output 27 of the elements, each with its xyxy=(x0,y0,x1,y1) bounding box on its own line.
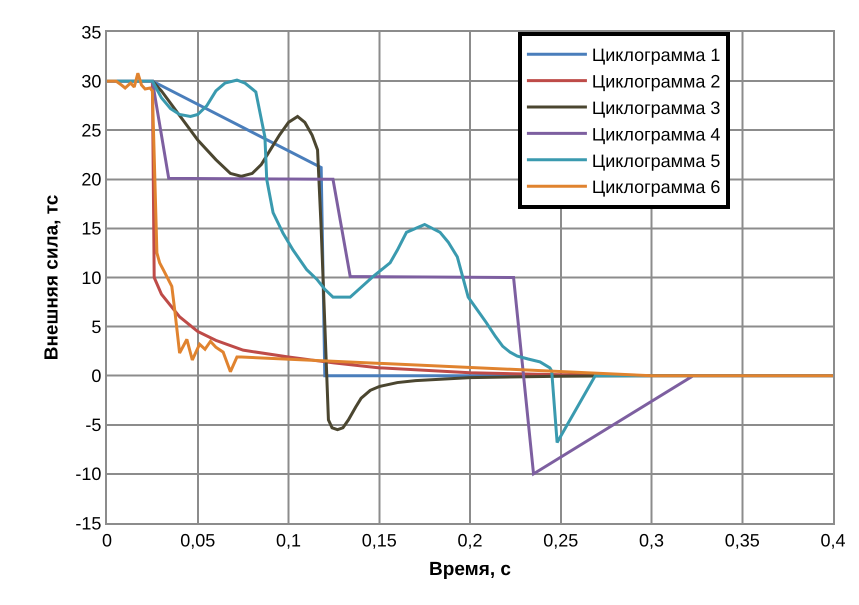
x-axis-title: Время, с xyxy=(429,558,512,580)
y-axis-title: Внешняя сила, тс xyxy=(42,194,63,360)
y-tick-label: 20 xyxy=(81,170,102,190)
x-tick-label: 0,25 xyxy=(543,530,578,551)
y-tick-label: 5 xyxy=(91,316,102,337)
legend-label: Циклограмма 5 xyxy=(592,150,720,171)
legend-label: Циклограмма 1 xyxy=(592,45,720,66)
legend-label: Циклограмма 4 xyxy=(592,124,720,144)
y-tick-label: -5 xyxy=(85,415,102,436)
legend-label: Циклограмма 6 xyxy=(592,177,720,198)
x-tick-label: 0,1 xyxy=(276,530,302,551)
y-tick-label: 35 xyxy=(81,22,102,42)
y-tick-label: -10 xyxy=(75,464,102,484)
y-tick-label: -15 xyxy=(75,513,102,534)
x-tick-label: 0,05 xyxy=(180,530,216,551)
y-tick-label: 30 xyxy=(81,71,102,92)
legend-label: Циклограмма 3 xyxy=(592,98,720,118)
y-tick-label: 10 xyxy=(81,268,102,288)
y-tick-label: 15 xyxy=(81,218,102,239)
y-tick-label: 0 xyxy=(91,366,102,386)
x-tick-label: 0,4 xyxy=(820,530,846,551)
y-tick-label: 25 xyxy=(81,120,102,140)
x-tick-label: 0,3 xyxy=(638,530,664,551)
x-tick-label: 0,2 xyxy=(457,530,483,551)
x-tick-label: 0,35 xyxy=(724,530,760,551)
x-tick-label: 0,15 xyxy=(362,530,397,551)
legend-label: Циклограмма 2 xyxy=(592,72,720,92)
